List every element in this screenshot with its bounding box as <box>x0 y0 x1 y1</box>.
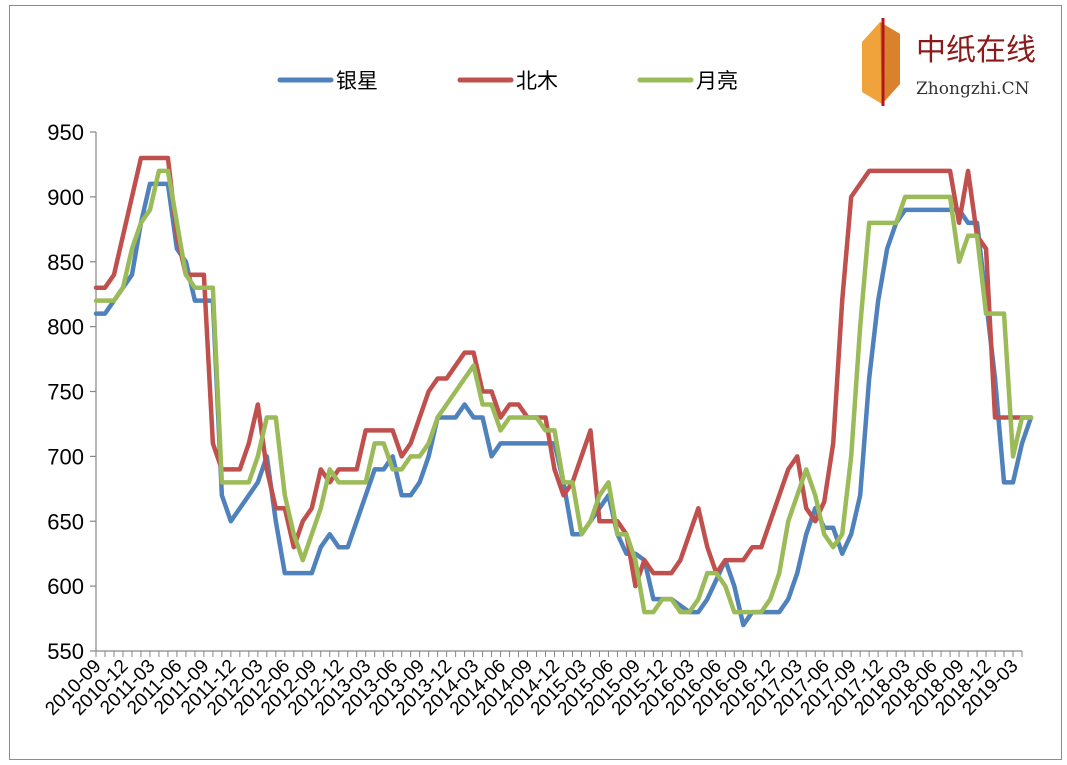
y-tick-label: 550 <box>47 639 84 664</box>
zhongzhi-logo: 中纸在线 Zhongzhi.CN <box>862 18 1036 106</box>
y-tick-label: 650 <box>47 509 84 534</box>
y-tick-label: 950 <box>47 120 84 145</box>
legend-item-beimu: 北木 <box>457 70 558 93</box>
legend-label-yinxing: 银星 <box>336 70 378 93</box>
y-tick-label: 800 <box>47 315 84 340</box>
line-chart: 银星 北木 月亮 中纸在线 Zhongzhi.CN 550 600 650 700 75… <box>41 18 1036 720</box>
y-tick-label: 850 <box>47 250 84 275</box>
y-tick-label: 750 <box>47 380 84 405</box>
logo-flag-shade-icon <box>880 22 900 104</box>
legend-item-yueliang: 月亮 <box>637 70 738 93</box>
y-tick-label: 900 <box>47 185 84 210</box>
y-tick-label: 600 <box>47 574 84 599</box>
series-line-yueliang <box>93 168 1034 615</box>
logo-brand-en: Zhongzhi.CN <box>916 79 1030 99</box>
y-tick-label: 700 <box>47 444 84 469</box>
legend: 银星 北木 月亮 <box>277 70 738 93</box>
axes: 5506006507007508008509009502010-092010-1… <box>41 120 1022 720</box>
chart-frame: 银星 北木 月亮 中纸在线 Zhongzhi.CN 550 600 650 700 75… <box>9 5 1062 760</box>
legend-label-beimu: 北木 <box>516 70 558 93</box>
series-lines <box>93 155 1034 628</box>
logo-brand-cn: 中纸在线 <box>916 33 1036 68</box>
legend-label-yueliang: 月亮 <box>696 70 738 93</box>
series-line-yinxing <box>93 181 1034 628</box>
legend-item-yinxing: 银星 <box>277 70 378 93</box>
series-line-beimu <box>93 155 1034 589</box>
